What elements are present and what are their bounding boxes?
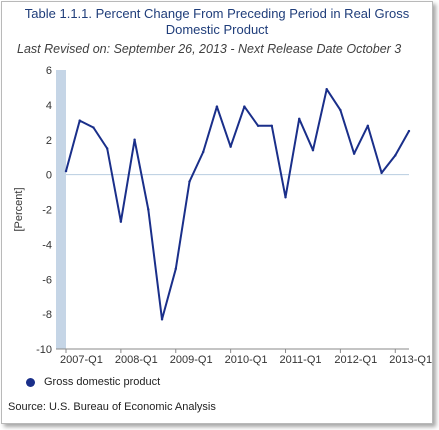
y-tick-label: 0 [46,170,52,182]
data-point [160,318,164,321]
data-point [147,208,150,211]
y-tick-label: -6 [42,274,52,286]
x-tick-label: 2007-Q1 [60,354,103,366]
y-axis-band [56,70,66,349]
chart-subtitle: Last Revised on: September 26, 2013 - Ne… [17,42,402,56]
y-tick-label: 6 [46,65,52,77]
data-point [243,105,246,108]
chart-title-line-1: Table 1.1.1. Percent Change From Precedi… [24,6,410,21]
y-tick-label: -8 [42,309,52,321]
data-point [133,138,136,141]
data-point [284,196,287,199]
data-point [92,126,95,129]
chart-title-line-2: Domestic Product [165,22,269,37]
y-tick-label: 4 [46,100,52,112]
series-line-gdp [65,88,410,321]
data-point [311,149,315,152]
y-tick-label: -4 [42,239,52,251]
data-point [188,180,191,183]
data-point [352,152,356,155]
x-tick-label: 2009-Q1 [170,354,213,366]
chart-legend: Gross domestic product [26,375,160,389]
data-point [407,129,411,133]
x-tick-label: 2010-Q1 [225,354,268,366]
x-tick-label: 2012-Q1 [334,354,377,366]
data-point [394,154,397,157]
chart-title: Table 1.1.1. Percent Change From Precedi… [2,6,432,38]
data-point [215,105,219,108]
data-point [298,117,301,121]
data-point [229,145,232,148]
x-tick-label: 2008-Q1 [115,354,158,366]
chart-panel: Table 1.1.1. Percent Change From Precedi… [1,1,433,424]
x-tick-label: 2013-Q1 [389,354,432,366]
data-point [339,108,342,112]
y-tick-label: -10 [36,344,52,356]
data-point [270,124,273,128]
data-point [256,124,260,128]
data-point [202,150,205,154]
legend-label: Gross domestic product [44,376,161,388]
y-axis-title: [Percent] [13,187,25,231]
line-chart: 6 4 2 0 -2 -4 -6 -8 -10 [Percent] 2007-Q1 2008-Q1 20… [13,65,432,366]
data-point [366,124,370,128]
data-point [325,87,328,91]
legend-marker-icon [26,377,35,387]
y-tick-label: -2 [42,205,52,217]
data-point [174,267,177,270]
data-point [64,169,68,173]
data-point [105,147,109,150]
data-point [380,171,383,175]
data-point [119,220,123,223]
x-tick-label: 2011-Q1 [280,354,322,366]
data-point [78,119,81,122]
source-note: Source: U.S. Bureau of Economic Analysis [8,401,216,413]
y-tick-label: 2 [46,135,52,147]
